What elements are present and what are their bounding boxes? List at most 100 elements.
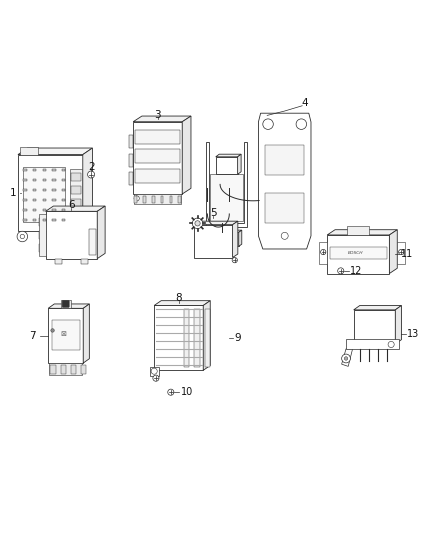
Bar — [135, 149, 180, 163]
Circle shape — [388, 342, 394, 348]
Bar — [71, 186, 81, 194]
Circle shape — [399, 249, 404, 255]
Polygon shape — [233, 221, 238, 257]
Bar — [62, 219, 65, 221]
Bar — [330, 247, 387, 260]
Bar — [134, 196, 137, 203]
Bar — [33, 189, 36, 191]
Text: $\boxtimes$: $\boxtimes$ — [60, 329, 67, 338]
Circle shape — [17, 231, 28, 242]
Bar — [152, 196, 155, 203]
Bar — [346, 339, 399, 349]
Text: 3: 3 — [154, 109, 161, 119]
Bar — [23, 179, 27, 181]
Bar — [39, 244, 46, 252]
Circle shape — [168, 389, 174, 395]
Bar — [89, 229, 96, 255]
Polygon shape — [395, 305, 401, 344]
Polygon shape — [354, 305, 401, 310]
Bar — [52, 179, 56, 181]
Polygon shape — [97, 206, 105, 259]
Bar — [33, 199, 36, 201]
Bar — [23, 168, 27, 171]
Bar — [23, 189, 27, 191]
Bar — [210, 174, 243, 221]
Bar — [23, 208, 27, 211]
Bar — [23, 167, 65, 222]
Polygon shape — [194, 221, 238, 225]
Text: 10: 10 — [181, 387, 193, 397]
Bar — [52, 168, 56, 171]
Polygon shape — [154, 301, 210, 305]
Bar — [129, 172, 133, 185]
Text: 4: 4 — [301, 98, 308, 108]
Polygon shape — [18, 148, 92, 155]
Bar — [62, 208, 65, 211]
Polygon shape — [258, 113, 311, 249]
Bar — [52, 208, 56, 211]
Bar — [319, 242, 327, 264]
Bar — [33, 168, 36, 171]
Circle shape — [20, 235, 25, 239]
Bar — [42, 189, 46, 191]
Bar — [205, 309, 210, 367]
Bar — [81, 365, 86, 374]
Bar — [42, 168, 46, 171]
Polygon shape — [83, 304, 89, 363]
Bar — [150, 367, 159, 376]
Bar — [23, 199, 27, 201]
Bar — [71, 199, 81, 207]
Bar — [129, 135, 133, 149]
Bar — [52, 189, 56, 191]
Bar — [55, 259, 62, 264]
Polygon shape — [354, 310, 395, 344]
Polygon shape — [83, 148, 92, 231]
Bar — [265, 144, 304, 174]
Polygon shape — [133, 116, 191, 122]
Bar — [62, 168, 65, 171]
Text: BOSCH: BOSCH — [348, 251, 364, 255]
Bar — [81, 259, 88, 264]
Polygon shape — [327, 230, 397, 235]
Circle shape — [281, 232, 288, 239]
Bar — [184, 309, 189, 367]
Bar — [135, 169, 180, 183]
Text: 7: 7 — [29, 330, 36, 341]
Circle shape — [51, 329, 54, 332]
Bar — [33, 208, 36, 211]
Circle shape — [296, 119, 307, 130]
Circle shape — [344, 357, 348, 360]
Bar — [39, 214, 46, 256]
Polygon shape — [133, 122, 182, 194]
Circle shape — [263, 119, 273, 130]
Circle shape — [88, 171, 95, 178]
Bar — [23, 219, 27, 221]
Polygon shape — [215, 232, 239, 246]
Polygon shape — [389, 230, 397, 273]
Circle shape — [342, 354, 350, 363]
Polygon shape — [194, 225, 233, 257]
Polygon shape — [18, 155, 83, 231]
Polygon shape — [203, 301, 210, 370]
Circle shape — [153, 375, 159, 381]
Bar — [70, 169, 82, 227]
Bar — [143, 196, 146, 203]
Circle shape — [192, 218, 203, 229]
Circle shape — [321, 249, 326, 255]
Polygon shape — [237, 154, 241, 174]
Bar — [49, 363, 82, 375]
Bar — [71, 213, 81, 220]
Bar — [347, 226, 369, 235]
Polygon shape — [327, 235, 389, 273]
Bar — [42, 199, 46, 201]
Bar — [50, 365, 56, 374]
Bar — [194, 309, 200, 367]
Bar — [33, 219, 36, 221]
Bar — [52, 320, 80, 350]
Text: 13: 13 — [407, 329, 420, 340]
Polygon shape — [48, 304, 89, 308]
Bar — [61, 301, 71, 308]
Polygon shape — [48, 308, 83, 363]
Bar — [39, 218, 46, 226]
Bar — [178, 196, 181, 203]
